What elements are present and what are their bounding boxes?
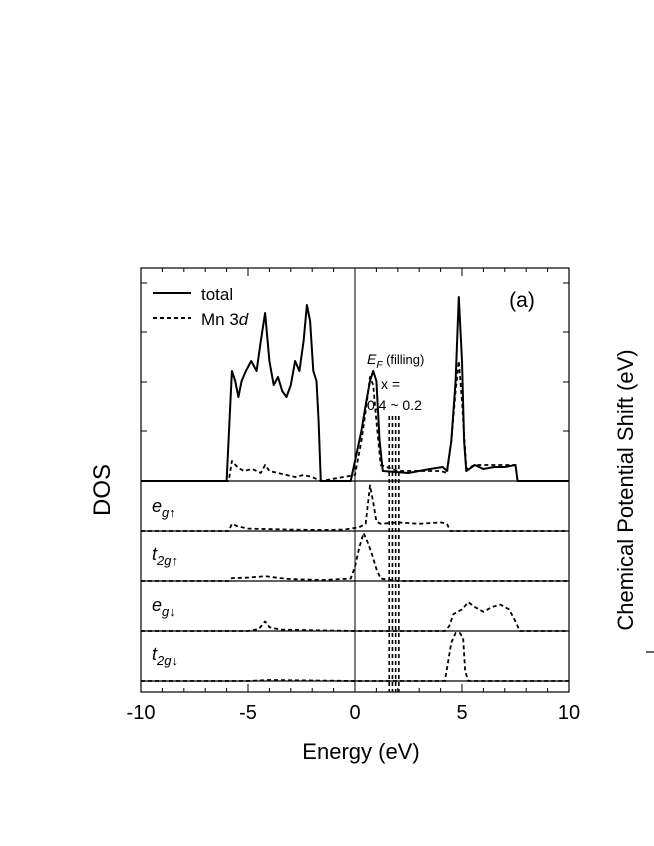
panel-label-t2g_down: t2g↓ — [152, 644, 178, 668]
panel-label-eg_down: eg↓ — [152, 595, 176, 619]
legend: total Mn 3d — [153, 285, 249, 329]
spin-arrow: ↑ — [169, 505, 176, 520]
ef-suffix: (filling) — [382, 352, 424, 367]
panel-label: (a) — [509, 289, 535, 312]
side-axis-label: Chemical Potential Shift (eV) — [613, 349, 638, 630]
orbital-subscript: 2g — [156, 653, 172, 668]
x-tick-label: 10 — [558, 702, 580, 724]
ef-subscript: F — [376, 360, 383, 371]
x-axis-label: Energy (eV) — [302, 739, 419, 764]
x-tick-label: 0 — [349, 702, 360, 724]
orbital-letter: e — [152, 496, 162, 516]
orbital-subscript: 2g — [156, 553, 172, 568]
x-equals-label: x = — [381, 376, 400, 392]
x-range-label: 0.4 ~ 0.2 — [367, 397, 422, 413]
orbital-letter: t — [152, 544, 158, 564]
series-total-mn-3d — [141, 360, 569, 482]
x-tick-label: 5 — [456, 702, 467, 724]
panel-label-t2g_up: t2g↑ — [152, 544, 178, 568]
x-tick-label: -10 — [127, 702, 156, 724]
series-t2g_down-mn-3d — [141, 632, 569, 682]
legend-total-label: total — [201, 285, 233, 304]
orbital-letter: t — [152, 644, 158, 664]
legend-mn3d-italic: d — [239, 310, 249, 329]
spin-arrow: ↑ — [171, 553, 178, 568]
orbital-subscript: g — [162, 505, 170, 520]
orbital-letter: e — [152, 595, 162, 615]
series-eg_up-mn-3d — [141, 484, 569, 532]
spin-arrow: ↓ — [171, 653, 178, 668]
series-total-total — [141, 296, 569, 482]
orbital-subscript: g — [162, 604, 170, 619]
y-axis-label: DOS — [89, 464, 116, 516]
fermi-annotation: EF (filling) x = 0.4 ~ 0.2 — [367, 351, 424, 413]
legend-mn3d-label: Mn 3d — [201, 310, 249, 329]
ef-letter: E — [367, 351, 377, 367]
series-t2g_up-mn-3d — [141, 532, 569, 582]
ef-label: EF (filling) — [367, 351, 424, 371]
legend-mn3d-text: Mn 3 — [201, 310, 239, 329]
x-tick-label: -5 — [239, 702, 257, 724]
spin-arrow: ↓ — [169, 604, 176, 619]
panel-label-eg_up: eg↑ — [152, 496, 176, 520]
series-eg_down-mn-3d — [141, 601, 569, 632]
